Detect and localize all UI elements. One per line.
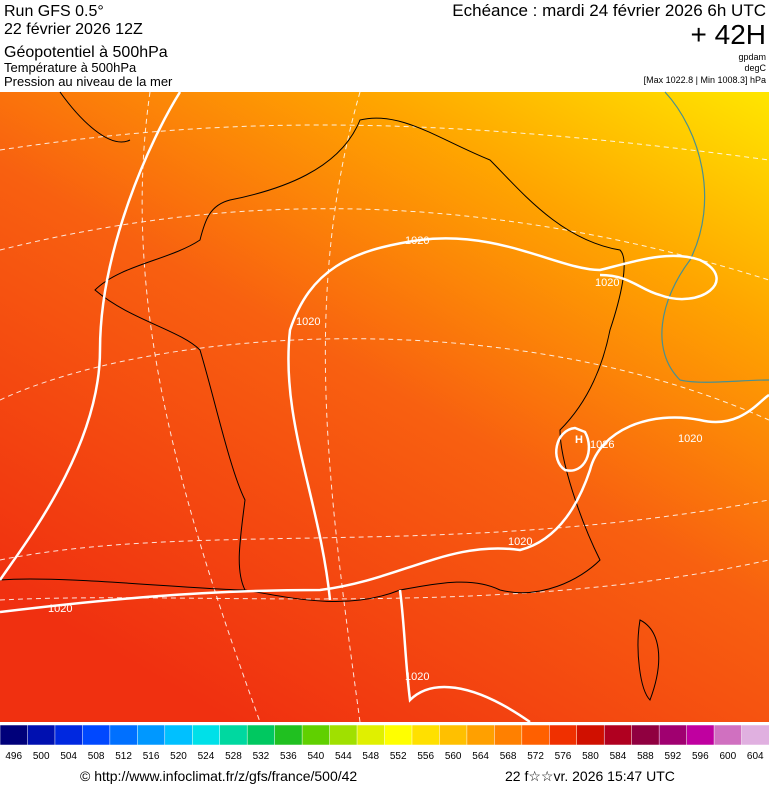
color-swatch — [741, 724, 769, 746]
colorbar-label: 548 — [362, 751, 379, 762]
lead-time: + 42H — [691, 19, 767, 50]
color-swatch — [82, 724, 111, 746]
colorbar-label: 592 — [665, 751, 682, 762]
colorbar-label: 512 — [115, 751, 132, 762]
contour — [0, 338, 769, 421]
run-date: 22 février 2026 12Z — [4, 21, 143, 38]
isobar-label: 1020 — [405, 671, 429, 683]
contour — [324, 91, 361, 723]
isobar-label: 1020 — [508, 536, 532, 548]
colorbar-label: 524 — [198, 751, 215, 762]
high-marker: H — [575, 434, 583, 446]
isobar — [398, 589, 531, 724]
color-swatch — [439, 724, 468, 746]
contour — [0, 559, 769, 601]
field: Géopotentiel à 500hPa — [4, 44, 168, 61]
color-swatch — [274, 724, 303, 746]
source-url: © http://www.infoclimat.fr/z/gfs/france/… — [80, 768, 357, 784]
color-swatch — [576, 724, 605, 746]
isobar — [555, 426, 591, 472]
colorbar-label: 520 — [170, 751, 187, 762]
colorbar-label: 540 — [307, 751, 324, 762]
colorbar-label: 588 — [637, 751, 654, 762]
colorbar-label: 504 — [60, 751, 77, 762]
colorbar-label: 560 — [445, 751, 462, 762]
color-swatch — [192, 724, 221, 746]
color-swatch — [658, 724, 688, 746]
color-swatch — [356, 724, 386, 746]
valid-time: Echéance : mardi 24 février 2026 6h UTC — [452, 1, 766, 20]
contour — [0, 124, 769, 161]
isobar — [0, 91, 182, 581]
field2: Température à 500hPa — [4, 60, 137, 75]
color-swatch — [137, 724, 166, 746]
colorbar-label: 572 — [527, 751, 544, 762]
colorbar-label: 528 — [225, 751, 242, 762]
color-swatch — [329, 724, 358, 746]
extremes: [Max 1022.8 | Min 1008.3] hPa — [644, 75, 766, 85]
colorbar-label: 552 — [390, 751, 407, 762]
colorbar: 496 500 504 508 512 516 520 524 528 532 536 540 544 5… — [0, 724, 769, 762]
unit: degC — [744, 63, 766, 73]
run: Run GFS 0.5° — [4, 3, 104, 20]
unit: gpdam — [738, 52, 766, 62]
coastline — [94, 117, 625, 602]
colorbar-label: 576 — [555, 751, 572, 762]
isobar — [0, 393, 769, 614]
color-swatch — [301, 724, 331, 746]
colorbar-label: 600 — [719, 751, 736, 762]
colorbar-label: 516 — [143, 751, 160, 762]
colorbar-label: 536 — [280, 751, 297, 762]
color-swatch — [27, 724, 56, 746]
coastline — [637, 619, 660, 701]
map-field — [0, 92, 769, 722]
timestamp: 22 f☆☆vr. 2026 15:47 UTC — [505, 768, 675, 784]
colorbar-label: 564 — [472, 751, 489, 762]
color-swatch — [521, 724, 551, 746]
border — [661, 91, 769, 383]
colorbar-label: 596 — [692, 751, 709, 762]
color-swatch — [109, 724, 139, 746]
color-swatch — [494, 724, 523, 746]
color-swatch — [0, 724, 29, 746]
colorbar-label: 500 — [33, 751, 50, 762]
colorbar-label: 556 — [417, 751, 434, 762]
color-swatch — [411, 724, 441, 746]
color-swatch — [713, 724, 743, 746]
colorbar-label: 508 — [88, 751, 105, 762]
isobar-label: 1020 — [678, 433, 702, 445]
colorbar-label: 532 — [253, 751, 270, 762]
color-swatch — [631, 724, 660, 746]
isobar-label: 1020 — [405, 235, 429, 247]
colorbar-label: 568 — [500, 751, 517, 762]
isobar-label: 1020 — [296, 316, 320, 328]
color-swatch — [549, 724, 578, 746]
color-swatch — [54, 724, 84, 746]
colorbar-label: 580 — [582, 751, 599, 762]
colorbar-label: 604 — [747, 751, 764, 762]
color-swatch — [686, 724, 715, 746]
color-swatch — [164, 724, 194, 746]
coastline — [0, 91, 246, 591]
color-swatch — [603, 724, 633, 746]
isobar-label: 1026 — [590, 439, 614, 451]
color-swatch — [384, 724, 413, 746]
field3: Pression au niveau de la mer — [4, 74, 173, 89]
contour — [0, 208, 769, 281]
isobar-label: 1020 — [48, 603, 72, 615]
colorbar-label: 496 — [5, 751, 22, 762]
color-swatch — [219, 724, 248, 746]
map: 1020 1020 1020 1026 1020 1020 1020 1020 … — [0, 91, 769, 724]
colorbar-label: 584 — [610, 751, 627, 762]
color-swatch — [246, 724, 276, 746]
isobar-label: 1020 — [595, 277, 619, 289]
isobar — [287, 237, 718, 601]
color-swatch — [466, 724, 496, 746]
colorbar-label: 544 — [335, 751, 352, 762]
